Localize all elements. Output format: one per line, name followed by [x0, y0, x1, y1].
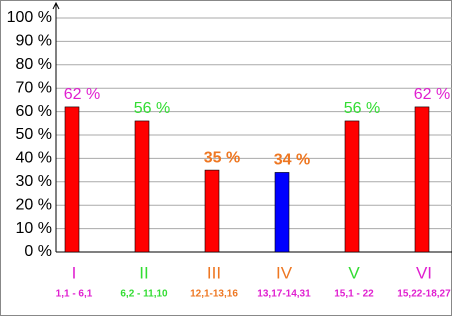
y-tick-label: 60 % — [16, 103, 52, 120]
y-tick-label: 40 % — [16, 150, 52, 167]
y-tick-label: 30 % — [16, 173, 52, 190]
x-tick-label: I — [72, 263, 77, 282]
axis-arrow — [52, 1, 60, 10]
value-label: 35 % — [204, 149, 240, 166]
bar — [134, 120, 150, 253]
y-tick-label: 70 % — [16, 79, 52, 96]
y-tick-label: 10 % — [16, 220, 52, 237]
bar — [204, 169, 220, 253]
value-label: 34 % — [274, 152, 310, 169]
x-tick-label: V — [348, 263, 360, 282]
x-tick-label: VI — [416, 263, 432, 282]
x-tick-label: II — [139, 263, 148, 282]
x-sublabel: 1,1 - 6,1 — [56, 289, 93, 300]
value-label: 56 % — [134, 100, 170, 117]
x-tick-label: IV — [276, 263, 293, 282]
bar — [64, 106, 80, 253]
value-label: 56 % — [344, 100, 380, 117]
y-tick-label: 90 % — [16, 33, 52, 50]
y-tick-label: 0 % — [24, 243, 52, 260]
x-sublabel: 12,1-13,16 — [190, 289, 238, 300]
bar — [274, 172, 290, 253]
y-tick-label: 50 % — [16, 126, 52, 143]
bar — [344, 120, 360, 253]
y-tick-label: 100 % — [7, 9, 52, 26]
x-tick-label: III — [207, 263, 221, 282]
value-label: 62 % — [414, 86, 450, 103]
x-sublabel: 13,17-14,31 — [257, 289, 311, 300]
value-label: 62 % — [64, 86, 100, 103]
x-sublabel: 15,1 - 22 — [334, 289, 374, 300]
y-tick-label: 20 % — [16, 196, 52, 213]
bar — [414, 106, 430, 253]
x-sublabel: 15,22-18,27 — [397, 289, 451, 300]
x-sublabel: 6,2 - 11,10 — [120, 289, 168, 300]
y-tick-label: 80 % — [16, 56, 52, 73]
